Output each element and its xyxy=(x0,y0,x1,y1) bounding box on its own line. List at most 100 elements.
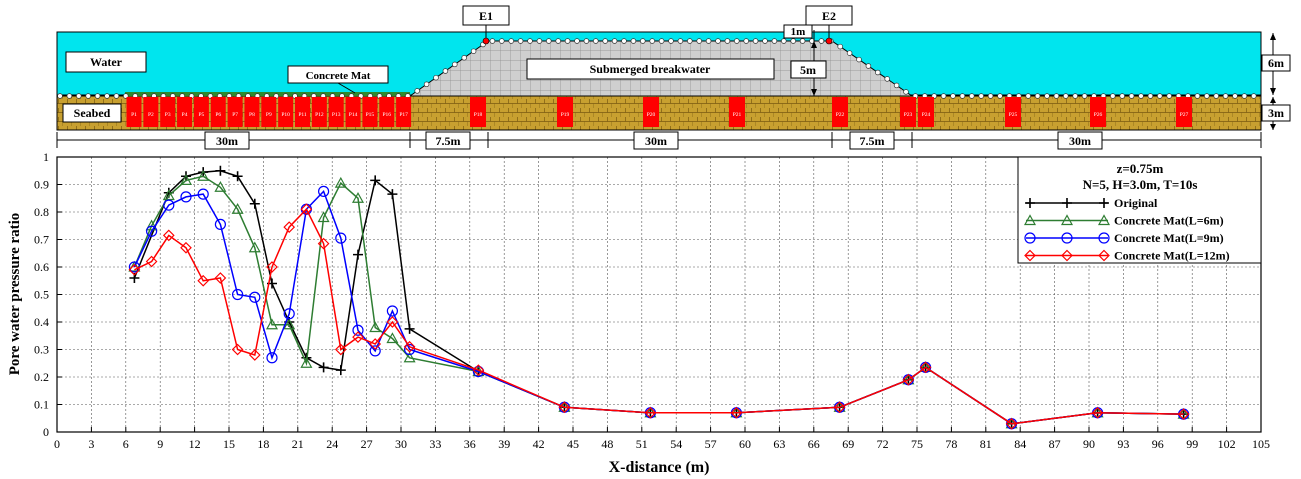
surface-dot xyxy=(442,68,449,74)
water-label: Water xyxy=(90,55,123,69)
data-point xyxy=(283,221,296,233)
surface-dot xyxy=(1232,93,1238,99)
sensor-label: P22 xyxy=(836,112,845,118)
surface-dot xyxy=(461,55,467,61)
chart-grid xyxy=(56,156,1262,433)
x-tick-label: 48 xyxy=(601,437,613,451)
surface-dot xyxy=(517,38,524,44)
legend-marker xyxy=(1025,198,1035,208)
data-point xyxy=(197,170,210,181)
series-4 xyxy=(128,203,1190,430)
surface-dot xyxy=(1081,93,1088,99)
dim-3m-label: 3m xyxy=(1268,106,1284,120)
breakwater-label: Submerged breakwater xyxy=(590,62,711,76)
sensor-box xyxy=(900,97,916,127)
surface-dot xyxy=(640,38,646,44)
data-point xyxy=(145,255,158,268)
sensor-box xyxy=(177,97,193,127)
dim-3m-arrow-bottom xyxy=(1270,124,1276,130)
data-point xyxy=(334,176,347,188)
x-tick-label: 54 xyxy=(670,437,682,451)
surface-dot xyxy=(837,43,843,50)
x-tick-label: 84 xyxy=(1014,437,1026,451)
sensor-box xyxy=(261,97,277,127)
surface-dot xyxy=(499,38,505,44)
surface-dot xyxy=(1119,93,1125,99)
surface-dot xyxy=(76,93,82,99)
x-tick-label: 3 xyxy=(88,437,94,451)
data-point xyxy=(300,357,313,368)
legend-label: Original xyxy=(1114,196,1158,210)
legend-marker xyxy=(1062,198,1072,208)
sensor-box xyxy=(345,97,361,127)
surface-dot xyxy=(762,38,768,44)
legend-item: Concrete Mat(L=6m) xyxy=(1023,214,1224,228)
surface-dot xyxy=(705,38,712,44)
sensor-box xyxy=(295,97,310,127)
data-point xyxy=(351,192,365,203)
surface-dot xyxy=(1157,93,1163,99)
sensor-box xyxy=(1176,97,1192,127)
surface-dot xyxy=(940,93,947,99)
legend-marker xyxy=(1024,249,1036,262)
y-tick-labels: 0 0.1 0.2 0.3 0.4 0.5 0.6 0.7 0.8 0.9 1 xyxy=(34,150,49,439)
data-point xyxy=(386,332,399,344)
data-point xyxy=(902,373,915,386)
dim-5m-arrow-bottom xyxy=(811,89,817,96)
data-point xyxy=(335,232,347,244)
legend-title-line-2: N=5, H=3.0m, T=10s xyxy=(1083,177,1198,192)
surface-dot xyxy=(1222,93,1229,99)
surface-dot-markers xyxy=(57,38,1257,99)
sensor-box xyxy=(918,97,934,127)
sensor-label: P24 xyxy=(922,112,931,118)
legend-label: Concrete Mat(L=12m) xyxy=(1114,249,1230,263)
dim-5m-arrow-top xyxy=(811,41,817,48)
dim-label-4: 7.5m xyxy=(860,134,885,148)
surface-dot xyxy=(771,38,778,44)
sensor-label: P11 xyxy=(298,112,307,118)
legend-marker xyxy=(1099,198,1109,208)
dim-label-3: 30m xyxy=(645,134,667,148)
surface-dot xyxy=(846,50,853,56)
e1-marker xyxy=(482,37,490,45)
seabed-label: Seabed xyxy=(74,106,111,120)
data-point xyxy=(232,288,244,301)
surface-dot xyxy=(997,93,1003,99)
sensor-box xyxy=(557,97,573,127)
surface-dot xyxy=(583,38,590,44)
data-point xyxy=(369,345,381,357)
surface-dot xyxy=(781,38,787,44)
surface-dot xyxy=(987,93,994,99)
x-tick-label: 66 xyxy=(808,437,820,451)
dim-box-1 xyxy=(204,131,250,150)
sensor-box xyxy=(379,97,395,127)
sensor-label: P17 xyxy=(399,112,408,118)
dim-6m-arrow-top xyxy=(1270,33,1276,40)
dim-6m-box xyxy=(1261,54,1291,72)
surface-dot xyxy=(978,93,984,99)
y-tick-label: 0.2 xyxy=(34,370,49,384)
sensor-label: P1 xyxy=(131,112,137,118)
data-point xyxy=(335,365,346,376)
data-point xyxy=(265,318,279,330)
x-tick-label: 75 xyxy=(911,437,923,451)
surface-dot xyxy=(959,93,966,99)
sensor-label: P7 xyxy=(232,112,238,118)
x-tick-label: 18 xyxy=(257,437,269,451)
dim-box-4 xyxy=(849,131,895,150)
data-point xyxy=(404,343,416,356)
dim-label-1: 30m xyxy=(216,134,238,148)
sensor-box xyxy=(193,97,209,127)
data-point xyxy=(146,225,158,237)
surface-dot xyxy=(630,38,637,44)
surface-dot xyxy=(1241,93,1248,99)
surface-dot xyxy=(527,38,533,44)
surface-dot xyxy=(423,81,430,88)
data-point xyxy=(317,211,330,223)
x-tick-label: 27 xyxy=(361,437,373,451)
x-tick-label: 30 xyxy=(395,437,407,451)
data-point xyxy=(197,274,210,287)
data-point xyxy=(162,229,175,242)
data-point xyxy=(1005,417,1018,430)
sensor-label: P8 xyxy=(249,112,255,118)
